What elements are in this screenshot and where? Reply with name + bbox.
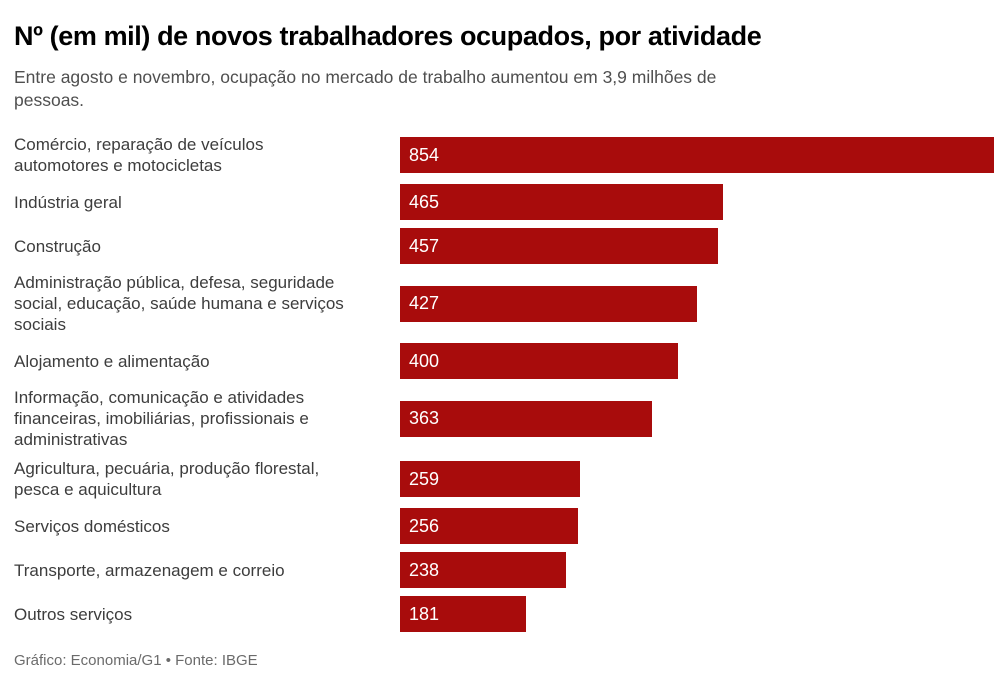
bar-track: 363: [400, 400, 994, 437]
bar-value-label: 854: [409, 144, 440, 165]
bar-track: 256: [400, 508, 994, 544]
bar: 465: [400, 184, 724, 220]
bar-chart: Comércio, reparação de veículos automoto…: [14, 134, 994, 632]
chart-row: Administração pública, defesa, seguridad…: [14, 272, 994, 335]
bar-value-label: 400: [409, 350, 440, 371]
bar: 181: [400, 596, 526, 632]
bar-track: 259: [400, 461, 994, 497]
category-label: Serviços domésticos: [14, 516, 170, 536]
category-label: Transporte, armazenagem e correio: [14, 560, 285, 580]
chart-row: Indústria geral 465: [14, 184, 994, 220]
bar-track: 457: [400, 228, 994, 264]
bar: 854: [400, 137, 994, 173]
category-label: Construção: [14, 236, 101, 256]
bar-value-label: 465: [409, 191, 440, 212]
bar: 238: [400, 552, 566, 588]
bar-value-label: 427: [409, 293, 440, 313]
bar-value-label: 238: [409, 559, 440, 580]
bar-value-label: 259: [409, 468, 440, 489]
category-label: Outros serviços: [14, 604, 133, 624]
bar: 259: [400, 461, 581, 497]
chart-row: Agricultura, pecuária, produção floresta…: [14, 458, 994, 500]
bar: 427: [400, 285, 697, 322]
bar-track: 181: [400, 596, 994, 632]
category-label: Alojamento e alimentação: [14, 351, 210, 371]
chart-row: Informação, comunicação e atividades fin…: [14, 387, 994, 450]
chart-row: Serviços domésticos 256: [14, 508, 994, 544]
bar-value-label: 181: [409, 603, 440, 624]
chart-title: Nº (em mil) de novos trabalhadores ocupa…: [14, 21, 762, 51]
category-label: Administração pública, defesa, seguridad…: [14, 273, 344, 334]
chart-subtitle: Entre agosto e novembro, ocupação no mer…: [14, 67, 717, 110]
chart-row: Outros serviços 181: [14, 596, 994, 632]
chart-row: Construção 457: [14, 228, 994, 264]
category-label: Indústria geral: [14, 192, 122, 212]
chart-source-credit: Gráfico: Economia/G1 • Fonte: IBGE: [14, 652, 258, 669]
bar: 256: [400, 508, 579, 544]
bar-track: 465: [400, 184, 994, 220]
chart-row: Alojamento e alimentação 400: [14, 343, 994, 379]
bar-value-label: 256: [409, 515, 440, 536]
bar-track: 238: [400, 552, 994, 588]
category-label: Comércio, reparação de veículos automoto…: [14, 135, 264, 175]
category-label: Informação, comunicação e atividades fin…: [14, 388, 309, 449]
bar: 457: [400, 228, 718, 264]
category-label: Agricultura, pecuária, produção floresta…: [14, 459, 320, 499]
bar-track: 400: [400, 343, 994, 379]
bar-track: 854: [400, 137, 994, 173]
bar: 363: [400, 400, 653, 437]
bar-track: 427: [400, 285, 994, 322]
bar: 400: [400, 343, 679, 379]
chart-row: Comércio, reparação de veículos automoto…: [14, 134, 994, 176]
bar-value-label: 457: [409, 235, 440, 256]
bar-value-label: 363: [409, 408, 440, 428]
chart-row: Transporte, armazenagem e correio 238: [14, 552, 994, 588]
